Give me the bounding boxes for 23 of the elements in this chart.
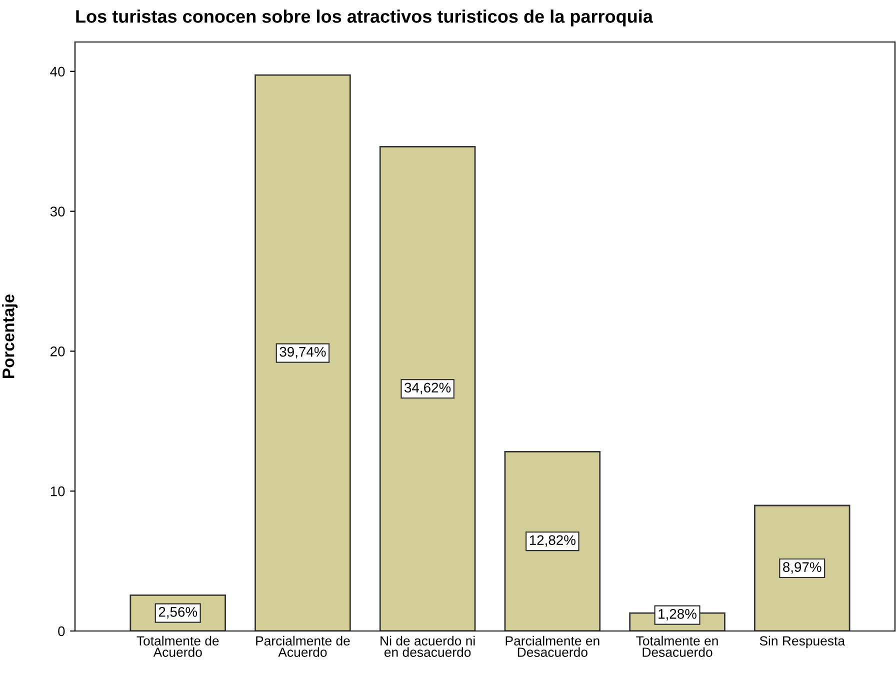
y-tick-label: 40 (50, 66, 65, 77)
x-tick-label: Sin Respuesta (760, 636, 846, 648)
x-tick-label: Totalmente de Acuerdo (136, 636, 219, 657)
data-label: 8,97% (783, 562, 822, 574)
bar (754, 504, 850, 631)
chart-title: Los turistas conocen sobre los atractivos turisticos de la parroquia (76, 10, 654, 26)
bar (504, 450, 601, 631)
bar (379, 146, 476, 631)
bar (254, 74, 351, 631)
data-label: 1,28% (658, 608, 696, 620)
data-label: 12,82% (530, 535, 576, 547)
y-tick-label: 0 (58, 626, 65, 636)
data-label: 2,56% (158, 606, 198, 618)
data-label: 34,62% (404, 382, 451, 394)
x-tick-label: Totalmente en Desacuerdo (636, 636, 718, 657)
y-tick-label: 10 (50, 486, 65, 496)
y-axis-title: Porcentaje (2, 294, 18, 378)
data-label: 39,74% (280, 346, 326, 358)
x-tick-label: Parcialmente de Acuerdo (256, 636, 350, 657)
x-tick-label: Ni de acuerdo ni en desacuerdo (380, 636, 475, 657)
x-tick-label: Parcialmente en Desacuerdo (506, 636, 600, 657)
y-tick-label: 20 (50, 346, 65, 356)
y-tick-label: 30 (50, 206, 65, 216)
